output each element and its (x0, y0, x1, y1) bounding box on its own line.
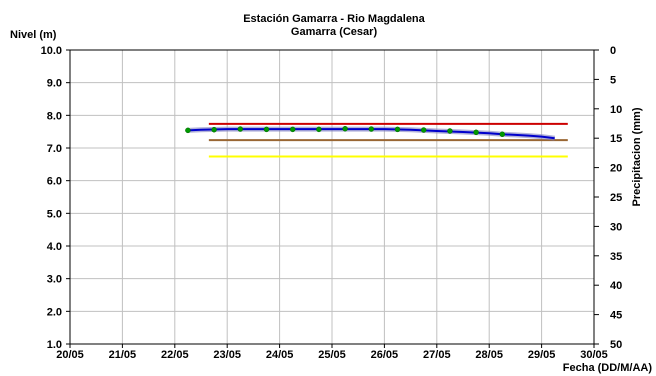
level-point (420, 127, 427, 133)
y-tick-label: 2.0 (47, 306, 62, 318)
y2-tick-label: 20 (610, 163, 622, 175)
level-point (185, 127, 191, 134)
level-point (289, 126, 296, 133)
level-point (342, 125, 348, 132)
y2-tick-label: 45 (610, 310, 622, 322)
y2-tick-label: 10 (610, 104, 622, 116)
level-point (263, 126, 270, 133)
level-point (394, 126, 401, 133)
axes: 20/05 21/05 22/05 23/05 24/05 25/05 26/05 27/05… (41, 45, 623, 361)
level-point (473, 129, 479, 136)
level-point (316, 126, 322, 133)
y2-tick-label: 50 (610, 339, 622, 351)
chart-title: Estación Gamarra - Rio Magdalena (243, 13, 425, 25)
y-tick-label: 3.0 (47, 274, 62, 286)
level-point (447, 128, 453, 134)
y2-tick-label: 25 (610, 192, 622, 204)
series-layer (185, 122, 568, 158)
x-tick-label: 24/05 (266, 349, 294, 361)
x-tick-label: 26/05 (371, 349, 399, 361)
y2-tick-label: 30 (610, 221, 622, 233)
level-point (237, 126, 244, 132)
y2-tick-label: 5 (610, 74, 616, 86)
y-tick-label: 6.0 (47, 176, 62, 188)
x-tick-label: 28/05 (475, 349, 503, 361)
y2-tick-label: 40 (610, 280, 622, 292)
chart-subtitle: Gamarra (Cesar) (291, 26, 378, 38)
x-tick-label: 22/05 (161, 349, 189, 361)
y-tick-label: 4.0 (47, 241, 62, 253)
y-axis-label: Nivel (m) (10, 29, 57, 41)
y2-tick-label: 0 (610, 45, 616, 57)
y-tick-label: 7.0 (47, 143, 62, 155)
x-tick-label: 23/05 (213, 349, 241, 361)
y-tick-label: 1.0 (47, 339, 62, 351)
y-tick-label: 8.0 (47, 110, 62, 122)
x-tick-label: 25/05 (318, 349, 346, 361)
level-point (499, 131, 506, 138)
x-tick-label: 20/05 (56, 349, 84, 361)
x-tick-label: 21/05 (109, 349, 137, 361)
y2-tick-label: 35 (610, 251, 622, 263)
y-tick-label: 10.0 (41, 45, 62, 57)
x-tick-label: 30/05 (580, 349, 608, 361)
level-point (211, 126, 217, 133)
y-tick-label: 5.0 (47, 208, 62, 220)
x-tick-label: 27/05 (423, 349, 451, 361)
y2-axis-label: Precipitacion (mm) (631, 107, 643, 206)
grid (70, 50, 594, 344)
x-tick-label: 29/05 (528, 349, 556, 361)
y2-tick-label: 15 (610, 133, 622, 145)
y-tick-label: 9.0 (47, 78, 62, 90)
x-axis-label: Fecha (DD/M/AA) (563, 362, 653, 374)
level-point (368, 126, 375, 132)
